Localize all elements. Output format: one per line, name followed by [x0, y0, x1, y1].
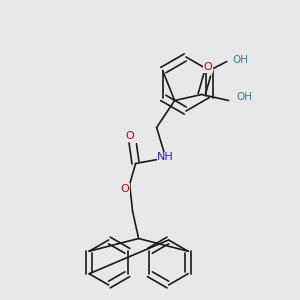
Text: O: O: [203, 62, 212, 73]
Text: OH: OH: [236, 92, 252, 103]
Text: O: O: [125, 131, 134, 142]
Text: NH: NH: [157, 152, 174, 163]
Text: O: O: [121, 184, 130, 194]
Text: OH: OH: [232, 55, 248, 65]
